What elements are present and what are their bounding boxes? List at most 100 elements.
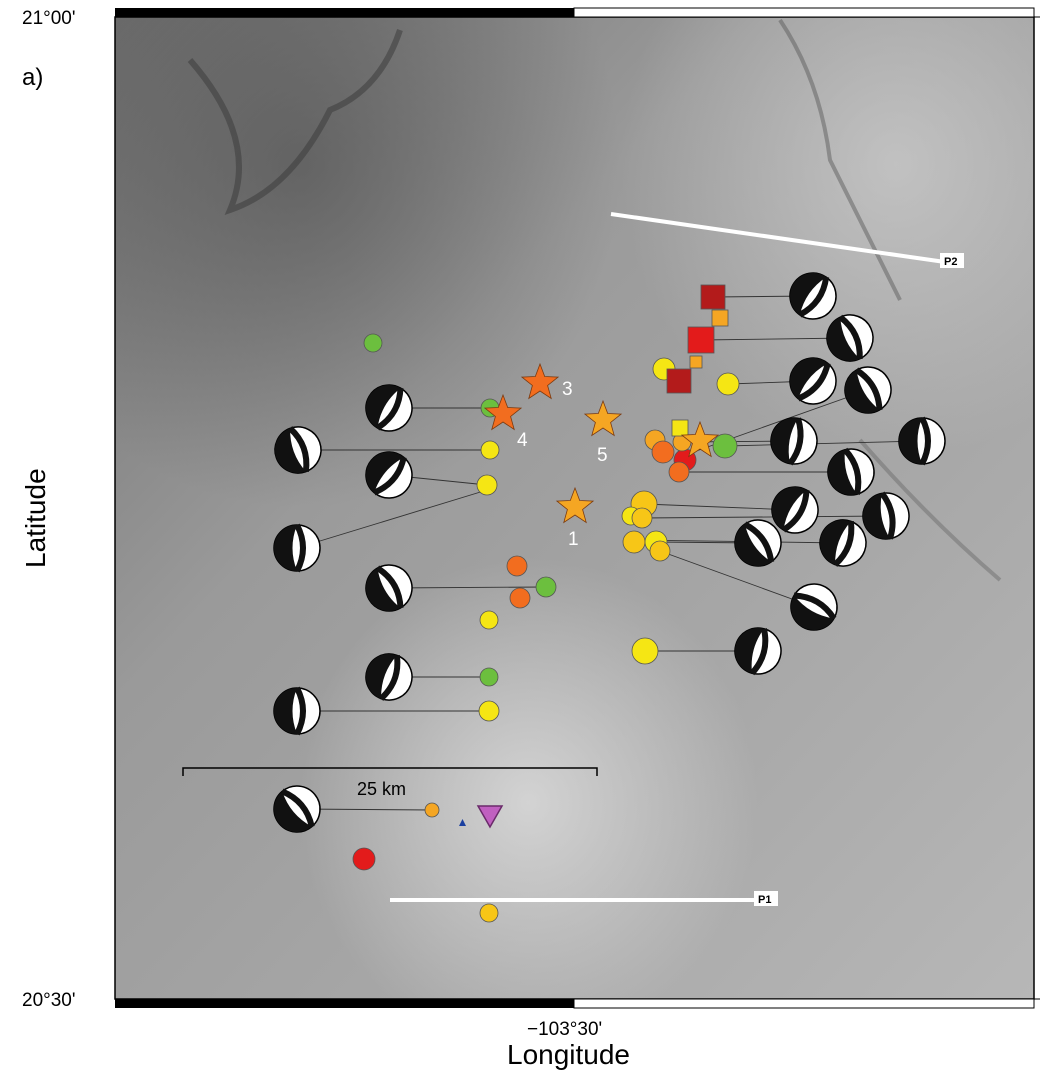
beachball-quadrant	[899, 418, 922, 464]
event-circle	[622, 530, 646, 554]
beachball-nodal	[288, 426, 310, 473]
beachball-nodal	[798, 276, 830, 318]
beachball-quadrant	[366, 385, 401, 428]
beachball-nodal	[919, 416, 931, 466]
star-labels: 1 3 4 5	[517, 379, 608, 550]
event-circle	[506, 555, 528, 577]
beachball-nodal	[854, 367, 883, 411]
connector-line	[296, 489, 488, 549]
beachball-nodal	[294, 686, 306, 736]
beachball-quadrant	[366, 654, 397, 699]
beachball-quadrant	[771, 418, 798, 464]
panel-label: a)	[22, 64, 43, 91]
beachball	[365, 564, 413, 612]
beachball-nodal	[842, 447, 862, 495]
beachball	[365, 384, 413, 432]
beachball-nodal	[796, 362, 831, 402]
profile-p1: P1	[390, 891, 778, 906]
beachball-quadrant	[772, 487, 807, 530]
star-marker	[583, 399, 623, 437]
beachball-quadrant	[735, 628, 764, 674]
event-square	[666, 368, 692, 394]
beachball-quadrant	[275, 428, 306, 473]
x-axis-label: Longitude	[507, 1039, 630, 1070]
beachball-nodal	[743, 521, 775, 563]
event-square	[671, 419, 689, 437]
profile-p2-label: P2	[944, 256, 957, 268]
event-circle	[479, 903, 499, 923]
y-axis-label: Latitude	[20, 468, 51, 568]
beachball-quadrant	[366, 568, 401, 611]
beachball-nodal	[749, 628, 769, 676]
profile-p2: P2	[610, 212, 964, 268]
beachball	[273, 686, 321, 736]
beachball	[819, 519, 867, 567]
event-square	[689, 355, 703, 369]
connector-line	[643, 503, 796, 511]
star-marker	[555, 486, 595, 524]
connector-line	[700, 337, 851, 341]
beachball	[770, 417, 818, 466]
beachball-nodal	[375, 387, 404, 431]
profile-p1-label: P1	[758, 894, 771, 906]
event-circle	[716, 372, 740, 396]
beachball-quadrant	[845, 370, 880, 413]
lat-tick-bottom: 20°30'	[22, 990, 76, 1011]
event-circle	[631, 507, 653, 529]
connector-line	[724, 440, 923, 447]
beachball-nodal	[280, 788, 315, 828]
beachball-nodal	[372, 456, 407, 496]
beachball-nodal	[375, 565, 404, 609]
beachball	[789, 272, 837, 320]
lon-tick: −103°30'	[527, 1019, 602, 1040]
beachball	[365, 451, 413, 499]
beachball-quadrant	[827, 317, 860, 361]
event-circle	[631, 637, 659, 665]
event-square	[700, 284, 726, 310]
beachball	[898, 416, 946, 466]
beachball	[273, 523, 321, 573]
event-square	[711, 309, 729, 327]
beachball-nodal	[879, 491, 896, 540]
beachball-quadrant	[820, 520, 851, 565]
beachball-quadrant	[791, 595, 834, 630]
beachball	[771, 486, 819, 534]
beachball	[274, 426, 322, 474]
star-marker	[520, 362, 560, 400]
beachball-quadrant	[863, 493, 890, 539]
event-circle	[363, 333, 383, 353]
beachball-nodal	[838, 314, 863, 359]
beachball	[734, 519, 782, 567]
map-frame	[114, 7, 1040, 1009]
focal-mechanisms	[273, 272, 946, 833]
beachball	[827, 447, 875, 496]
star-marker	[680, 420, 720, 458]
star-label-1: 1	[568, 529, 579, 550]
volcano-icon	[476, 805, 504, 829]
star-marker	[483, 393, 523, 431]
event-circle	[509, 587, 531, 609]
beachball-quadrant	[274, 688, 297, 734]
connector-line	[388, 586, 547, 589]
beachball	[789, 357, 837, 405]
event-circle	[479, 610, 499, 630]
beachball-quadrant	[790, 273, 827, 315]
event-circle	[535, 576, 557, 598]
beachball-quadrant	[735, 524, 772, 566]
major-event-stars	[483, 362, 720, 524]
beachball-nodal	[781, 489, 810, 533]
beachball-quadrant	[828, 449, 857, 495]
beachball-nodal	[379, 654, 401, 701]
beachball-nodal	[793, 592, 837, 621]
event-circle	[352, 847, 376, 871]
connector-line	[641, 515, 887, 519]
beachball	[844, 366, 892, 414]
event-circle	[651, 440, 675, 464]
scale-bar-label: 25 km	[357, 779, 406, 799]
star-label-3: 3	[562, 379, 573, 400]
beachball	[790, 583, 838, 631]
beachball-quadrant	[274, 525, 297, 571]
beachball	[273, 785, 321, 833]
beachball-quadrant	[790, 358, 828, 399]
